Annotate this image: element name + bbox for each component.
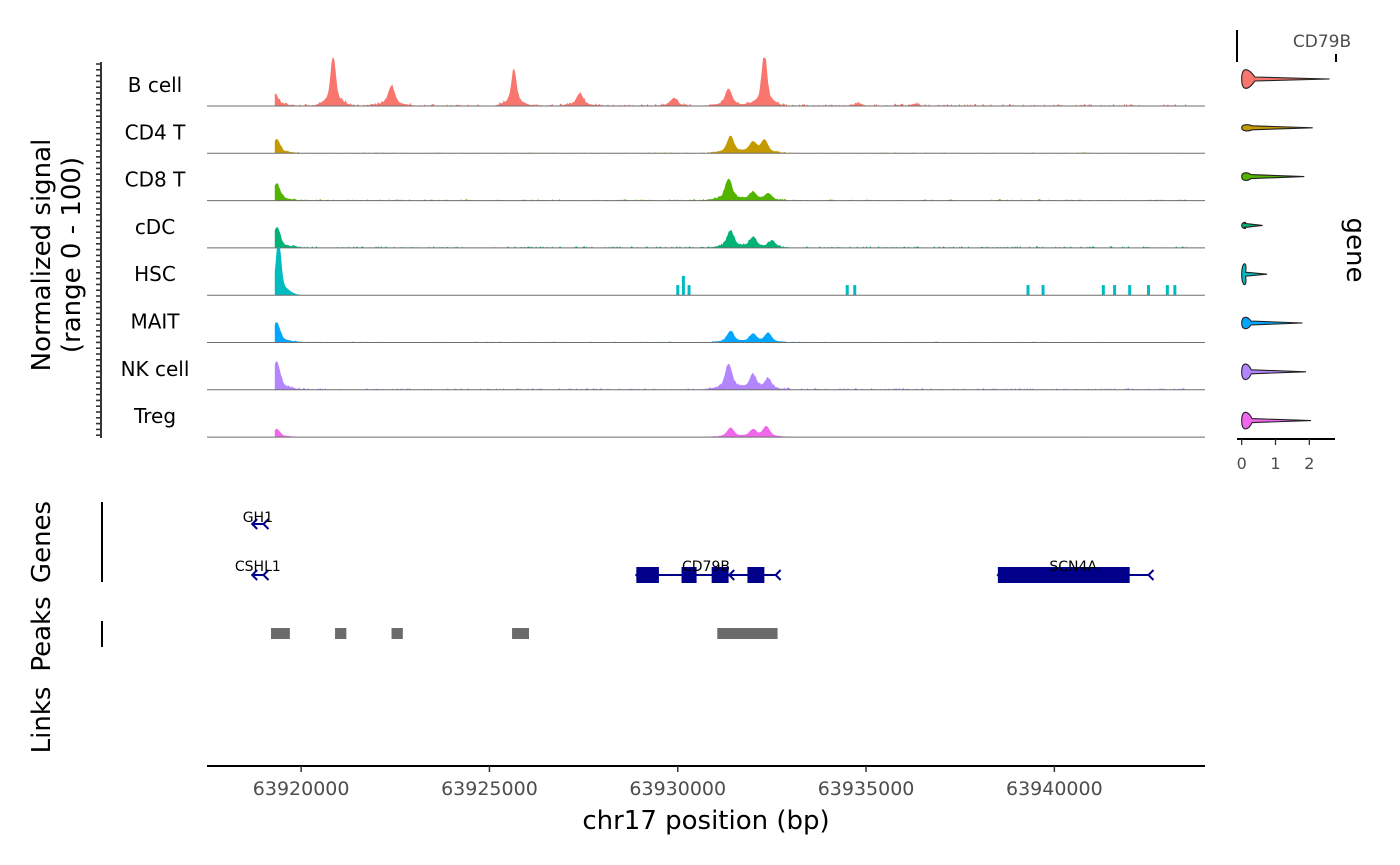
gene-exon bbox=[997, 567, 1130, 583]
track-mait: MAIT bbox=[130, 310, 1205, 343]
signal-spike bbox=[1026, 285, 1030, 296]
y-axis-title-line1: Normalized signal bbox=[27, 139, 57, 372]
violin-shape bbox=[1241, 124, 1313, 132]
violin-shape bbox=[1241, 363, 1306, 381]
strand-arrow bbox=[774, 569, 782, 581]
strand-arrow bbox=[634, 569, 643, 581]
gene-label: GH1 bbox=[243, 510, 273, 526]
signal-spike bbox=[1113, 285, 1117, 296]
strand-arrow bbox=[1147, 569, 1155, 581]
track-label-genes: Genes bbox=[27, 501, 57, 583]
strand-arrow bbox=[1046, 569, 1054, 581]
strand-arrow bbox=[1096, 569, 1105, 581]
track-label: cDC bbox=[135, 215, 175, 239]
strand-arrow bbox=[250, 569, 258, 581]
track-label: MAIT bbox=[130, 310, 180, 334]
violin-title: CD79B bbox=[1293, 32, 1351, 52]
signal-spike bbox=[676, 285, 680, 296]
violin-shape bbox=[1241, 172, 1305, 181]
signal-area bbox=[274, 57, 1187, 106]
track-hsc: HSC bbox=[134, 246, 1205, 296]
violin-shape bbox=[1241, 316, 1303, 330]
signal-spike bbox=[1165, 285, 1169, 296]
strand-arrow bbox=[262, 518, 270, 530]
track-nk-cell: NK cell bbox=[121, 357, 1205, 391]
track-label: NK cell bbox=[121, 357, 190, 381]
violin-shape bbox=[1241, 69, 1330, 89]
violin-axis-title: gene bbox=[1340, 218, 1370, 283]
track-cdc: cDC bbox=[135, 215, 1205, 249]
gene-gh1: GH1 bbox=[243, 510, 273, 530]
signal-area bbox=[274, 361, 1187, 390]
track-label: Treg bbox=[133, 404, 176, 428]
track-label-peaks: Peaks bbox=[27, 596, 57, 671]
peak-region bbox=[512, 628, 529, 639]
track-treg: Treg bbox=[133, 404, 1205, 438]
track-label: CD4 T bbox=[125, 120, 186, 144]
gene-label: CSHL1 bbox=[235, 559, 281, 575]
violin-shape bbox=[1241, 221, 1263, 230]
x-axis-tick-label: 63925000 bbox=[441, 778, 538, 800]
gene-scn4a: SCN4A bbox=[996, 559, 1155, 583]
gene-exon bbox=[711, 567, 729, 583]
signal-area bbox=[274, 227, 1187, 248]
gene-cd79b: CD79B bbox=[634, 559, 782, 583]
signal-area bbox=[274, 425, 1187, 438]
signal-area bbox=[274, 322, 1187, 343]
signal-spike bbox=[1147, 285, 1151, 296]
strand-arrow bbox=[727, 569, 735, 581]
x-axis-tick-label: 63920000 bbox=[253, 778, 350, 800]
strand-arrow bbox=[996, 569, 1004, 581]
x-axis-tick-label: 63940000 bbox=[1006, 778, 1103, 800]
gene-annotation-track: GH1 CSHL1 CD79B SCN4A bbox=[101, 502, 1155, 583]
track-cd4-t: CD4 T bbox=[125, 120, 1205, 154]
strand-arrow bbox=[250, 518, 258, 530]
signal-spike bbox=[853, 285, 857, 296]
violin-x-tick-label: 1 bbox=[1270, 454, 1280, 473]
track-label-links: Links bbox=[27, 687, 57, 754]
gene-exon bbox=[747, 567, 765, 583]
signal-area bbox=[274, 178, 1187, 201]
x-axis-tick-label: 63930000 bbox=[629, 778, 726, 800]
peak-region bbox=[271, 628, 290, 639]
signal-spike bbox=[687, 285, 691, 296]
signal-spike bbox=[1128, 285, 1132, 296]
track-b-cell: B cell bbox=[128, 57, 1205, 107]
y-axis-title-line2: (range 0 - 100) bbox=[57, 157, 87, 353]
signal-spike bbox=[1041, 285, 1045, 296]
violin-x-tick-label: 2 bbox=[1304, 454, 1314, 473]
signal-spike bbox=[1101, 285, 1105, 296]
x-axis: 63920000 63925000 63930000 63935000 63940000 bbox=[207, 765, 1205, 800]
peak-track bbox=[101, 621, 778, 647]
gene-label: SCN4A bbox=[1049, 559, 1097, 575]
track-label: HSC bbox=[134, 262, 176, 286]
x-axis-tick-label: 63935000 bbox=[818, 778, 915, 800]
peak-region bbox=[391, 628, 403, 639]
signal-area bbox=[274, 246, 1187, 296]
strand-arrow bbox=[681, 569, 689, 581]
gene-exon bbox=[636, 567, 659, 583]
track-label: CD8 T bbox=[125, 168, 186, 192]
gene-exon bbox=[681, 567, 697, 583]
signal-spike bbox=[681, 275, 685, 296]
x-axis-title: chr17 position (bp) bbox=[582, 806, 829, 836]
track-label: B cell bbox=[128, 73, 183, 97]
strand-arrow bbox=[262, 569, 270, 581]
peak-region bbox=[335, 628, 347, 639]
violin-shape bbox=[1241, 411, 1312, 430]
expression-violin-panel: 0 1 2 bbox=[1236, 30, 1337, 473]
violin-shape bbox=[1241, 263, 1268, 286]
track-cd8-t: CD8 T bbox=[125, 168, 1205, 202]
violin-x-tick-label: 0 bbox=[1237, 454, 1247, 473]
signal-spike bbox=[1173, 285, 1177, 296]
coverage-tracks: B cell CD4 T CD8 T cDC HSC MAIT NK cell Treg bbox=[96, 57, 1205, 438]
gene-cshl1: CSHL1 bbox=[235, 559, 281, 581]
signal-area bbox=[274, 135, 1187, 154]
gene-label: CD79B bbox=[682, 559, 730, 575]
peak-region bbox=[717, 628, 778, 639]
signal-spike bbox=[845, 285, 849, 296]
